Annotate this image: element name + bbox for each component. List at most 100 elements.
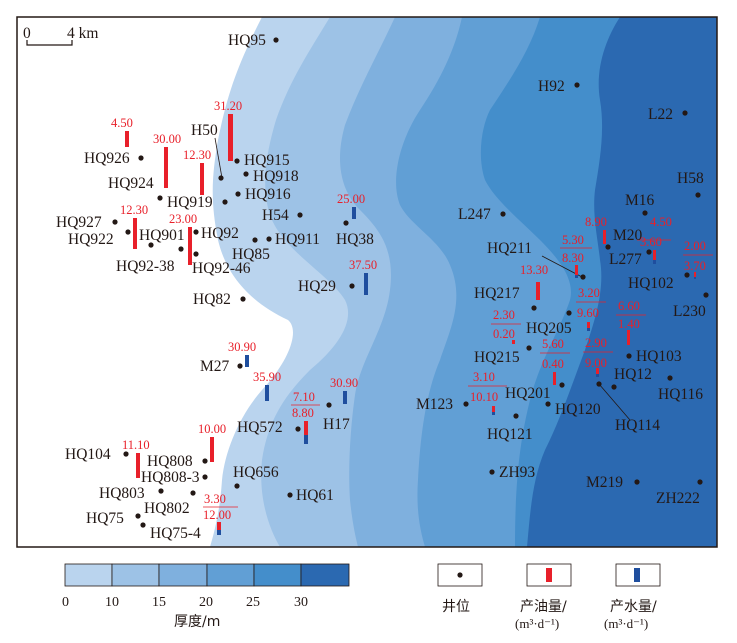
oil-bar-HQ114 (596, 368, 599, 374)
well-dot-HQ211[interactable] (580, 274, 586, 280)
well-label-HQ85: HQ85 (232, 246, 270, 263)
well-dot-H92[interactable] (574, 82, 580, 88)
legend-water-unit: (m³·d⁻¹) (604, 616, 648, 631)
oil-bar-HQ104 (136, 453, 140, 478)
well-dot-H58[interactable] (695, 192, 701, 198)
well-dot-HQ808[interactable] (202, 458, 208, 464)
well-dot-HQ121[interactable] (513, 413, 519, 419)
well-dot-HQ61[interactable] (287, 492, 293, 498)
water-bar-HQ75-4 (217, 530, 221, 535)
legend-tick-30: 30 (294, 595, 308, 610)
well-dot-HQ572[interactable] (295, 426, 301, 432)
well-dot-HQ924[interactable] (157, 195, 163, 201)
well-dot-HQ808-3[interactable] (202, 474, 208, 480)
well-dot-HQ75[interactable] (135, 513, 141, 519)
well-dot-HQ201[interactable] (559, 382, 565, 388)
well-dot-HQ926[interactable] (138, 155, 144, 161)
well-dot-M16[interactable] (642, 210, 648, 216)
oil-bar-HQ103 (627, 330, 630, 345)
well-dot-L230[interactable] (703, 292, 709, 298)
well-label-HQ656: HQ656 (233, 464, 279, 481)
well-dot-M20[interactable] (605, 244, 611, 250)
well-dot-HQ918[interactable] (243, 171, 249, 177)
oil-bar-HQ922 (133, 218, 137, 249)
oil-value-HQ211: 5.30 (562, 233, 584, 247)
water-value-HQ38: 25.00 (337, 192, 365, 206)
well-dot-HQ104[interactable] (123, 451, 129, 457)
well-label-HQ95: HQ95 (228, 32, 266, 49)
oil-value-HQ205: 3.20 (578, 286, 600, 300)
well-dot-HQ802[interactable] (190, 490, 196, 496)
oil-bar-HQ926 (125, 131, 129, 147)
oil-bar-HQ808 (210, 437, 214, 462)
oil-value-HQ922: 12.30 (120, 203, 148, 217)
well-dot-M27[interactable] (237, 363, 243, 369)
oil-value-HQ114: 2.90 (585, 336, 607, 350)
well-dot-HQ916[interactable] (235, 191, 241, 197)
well-label-L277: L277 (609, 251, 642, 268)
well-dot-HQ102[interactable] (684, 272, 690, 278)
well-label-HQ116: HQ116 (658, 386, 703, 403)
oil-bar-HQ217 (536, 282, 540, 300)
well-dot-HQ656[interactable] (234, 483, 240, 489)
legend-swatch-25-30 (253, 563, 302, 587)
well-label-H58: H58 (677, 170, 704, 187)
well-dot-L247[interactable] (500, 211, 506, 217)
well-dot-HQ29[interactable] (349, 283, 355, 289)
well-dot-HQ901[interactable] (148, 242, 154, 248)
scale-end: 4 km (67, 25, 98, 42)
oil-value-HQ75-4: 3.30 (204, 492, 226, 506)
well-dot-HQ215[interactable] (526, 345, 532, 351)
production-bars (125, 114, 696, 535)
water-value-HQ29: 37.50 (349, 258, 377, 272)
well-dot-HQ120[interactable] (545, 401, 551, 407)
well-dot-HQ922[interactable] (125, 229, 131, 235)
oil-bar-HQ211 (575, 265, 578, 275)
production-values: 4.50 30.00 12.30 31.20 12.30 23.00 25.00… (111, 99, 706, 522)
well-dot-H50[interactable] (218, 175, 224, 181)
well-label-ZH222: ZH222 (656, 490, 700, 507)
legend-tick-0: 0 (62, 595, 69, 610)
well-dot-HQ114[interactable] (596, 381, 602, 387)
water-value-HQ103: 1.40 (618, 317, 640, 331)
water-value-HQ572-area: 35.90 (253, 370, 281, 384)
well-dot-HQ92-46[interactable] (193, 251, 199, 257)
well-dot-HQ217[interactable] (531, 305, 537, 311)
well-dot-HQ85[interactable] (252, 237, 258, 243)
well-dot-HQ92[interactable] (193, 229, 199, 235)
water-bar-HQ572 (304, 435, 308, 444)
well-label-HQ918: HQ918 (253, 168, 299, 185)
well-dot-HQ103[interactable] (626, 353, 632, 359)
well-label-M16: M16 (625, 192, 655, 209)
well-dot-M123[interactable] (463, 401, 469, 407)
well-label-ZH93: ZH93 (499, 464, 535, 481)
well-label-HQ82: HQ82 (193, 291, 231, 308)
well-dot-HQ116[interactable] (667, 375, 673, 381)
well-dot-ZH93[interactable] (489, 469, 495, 475)
symbol-legend: 井位 产油量/ (m³·d⁻¹) 产水量/ (m³·d⁻¹) (437, 563, 661, 631)
well-dot-HQ803[interactable] (158, 488, 164, 494)
well-label-L22: L22 (648, 106, 673, 123)
well-dot-M219[interactable] (634, 479, 640, 485)
well-dot-HQ38[interactable] (343, 220, 349, 226)
well-label-HQ915: HQ915 (244, 152, 290, 169)
well-dot-L22[interactable] (682, 110, 688, 116)
well-dot-H17[interactable] (326, 402, 332, 408)
well-dot-L277[interactable] (646, 249, 652, 255)
well-dot-HQ911[interactable] (266, 236, 272, 242)
well-label-HQ205: HQ205 (526, 320, 572, 337)
well-dot-HQ205[interactable] (566, 310, 572, 316)
well-dot-HQ927[interactable] (112, 219, 118, 225)
well-dot-HQ919[interactable] (222, 199, 228, 205)
oil-value-M20: 8.90 (585, 215, 607, 229)
well-dot-ZH222[interactable] (697, 479, 703, 485)
well-dot-HQ82[interactable] (240, 296, 246, 302)
well-dot-HQ92-38[interactable] (178, 246, 184, 252)
oil-value-HQ102: 2.00 (684, 239, 706, 253)
well-dot-HQ75-4[interactable] (140, 522, 146, 528)
well-dot-HQ95[interactable] (273, 37, 279, 43)
well-dot-HQ915[interactable] (234, 158, 240, 164)
well-dot-HQ12[interactable] (611, 384, 617, 390)
well-dot-H54[interactable] (297, 212, 303, 218)
oil-value-HQ104: 11.10 (122, 438, 150, 452)
